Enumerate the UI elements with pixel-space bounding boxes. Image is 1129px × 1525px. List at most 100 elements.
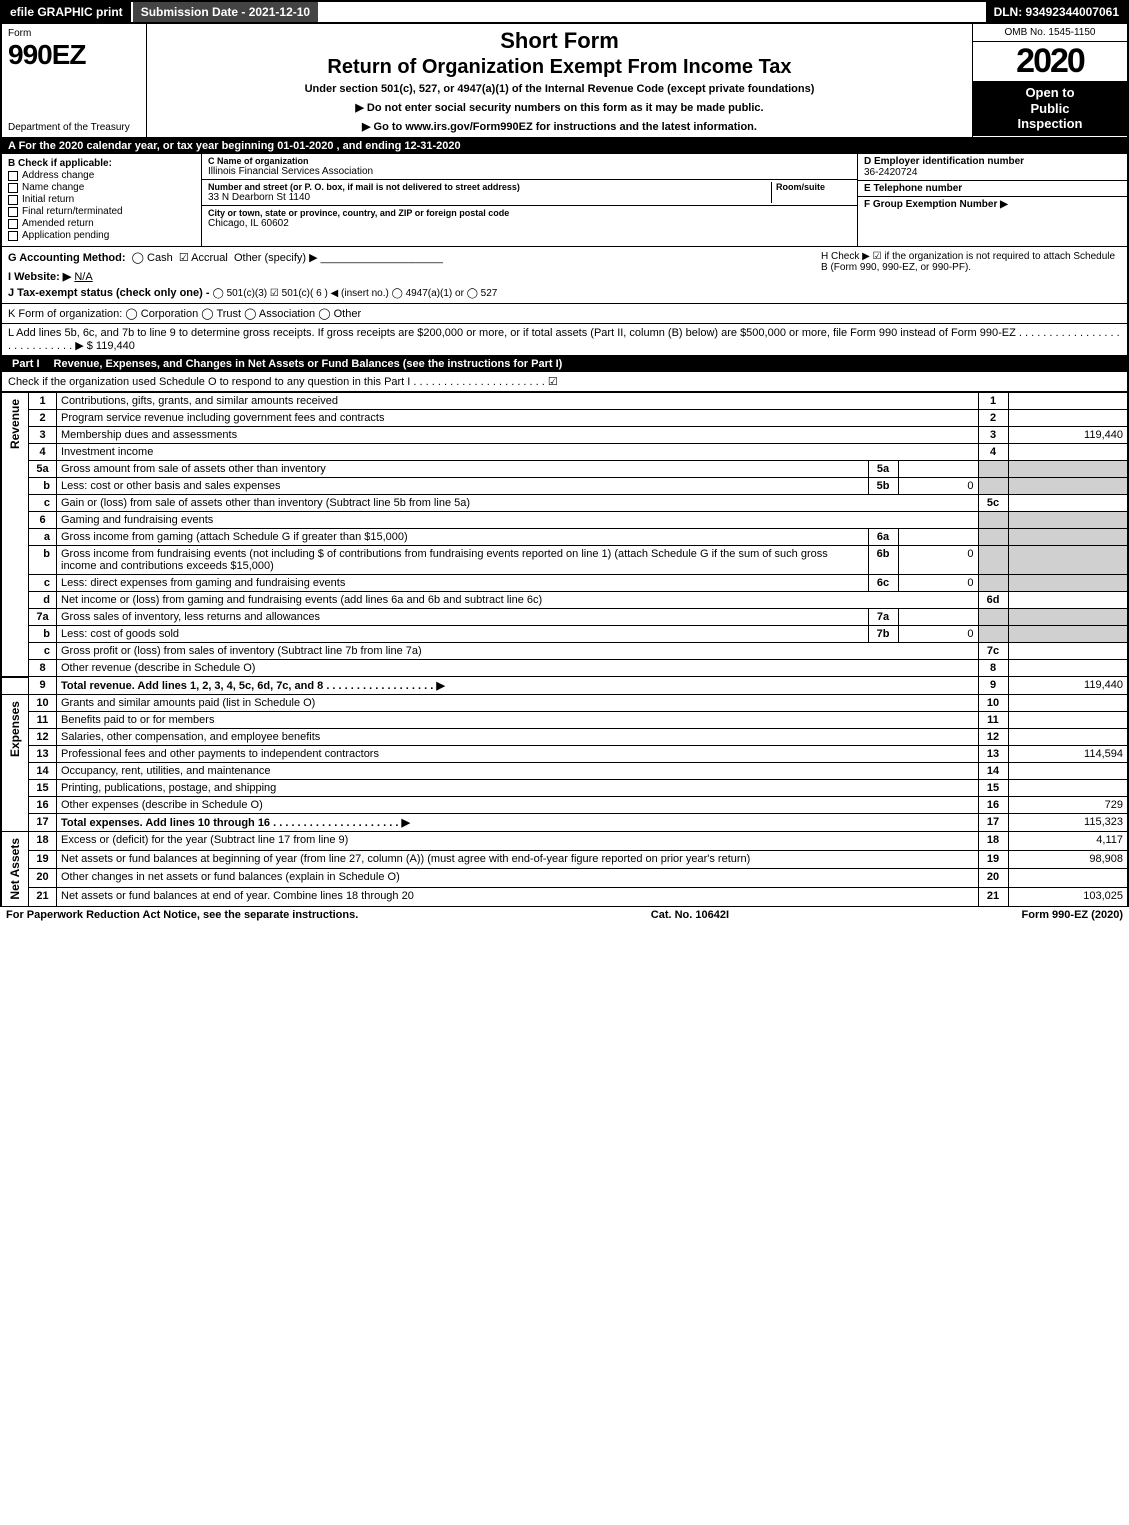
header-left: Form 990EZ Department of the Treasury: [2, 24, 147, 137]
line-num: c: [29, 643, 57, 660]
checkbox-icon: [8, 171, 18, 181]
line-rnum: 14: [978, 763, 1008, 780]
subtitle: Under section 501(c), 527, or 4947(a)(1)…: [155, 83, 964, 95]
line-desc: Gain or (loss) from sale of assets other…: [57, 495, 979, 512]
omb-number: OMB No. 1545-1150: [973, 24, 1127, 42]
line-amt: [1008, 780, 1128, 797]
city-cell: City or town, state or province, country…: [202, 206, 857, 231]
line-amt: [1008, 444, 1128, 461]
shade-cell: [1008, 512, 1128, 529]
shade-cell: [978, 609, 1008, 626]
inner-val: 0: [898, 575, 978, 592]
chk-final[interactable]: Final return/terminated: [8, 206, 195, 217]
line-desc: Gross amount from sale of assets other t…: [57, 461, 869, 478]
part1-header: Part I Revenue, Expenses, and Changes in…: [0, 356, 1129, 372]
table-row: c Gross profit or (loss) from sales of i…: [1, 643, 1128, 660]
line-desc: Other changes in net assets or fund bala…: [57, 869, 979, 888]
table-row: 15 Printing, publications, postage, and …: [1, 780, 1128, 797]
j-options[interactable]: ◯ 501(c)(3) ☑ 501(c)( 6 ) ◀ (insert no.)…: [213, 288, 498, 299]
chk-name[interactable]: Name change: [8, 182, 195, 193]
g-label: G Accounting Method:: [8, 252, 126, 264]
line-rnum: 19: [978, 850, 1008, 869]
shade-cell: [1008, 609, 1128, 626]
line-desc: Grants and similar amounts paid (list in…: [57, 695, 979, 712]
line-desc: Net assets or fund balances at beginning…: [57, 850, 979, 869]
ein-cell: D Employer identification number 36-2420…: [858, 154, 1127, 181]
line-rnum: 11: [978, 712, 1008, 729]
chk-label: Final return/terminated: [22, 206, 123, 217]
table-row: 6 Gaming and fundraising events: [1, 512, 1128, 529]
c-label: C Name of organization: [208, 156, 851, 166]
g-accrual[interactable]: Accrual: [191, 252, 228, 264]
table-row: 21 Net assets or fund balances at end of…: [1, 887, 1128, 906]
j-label: J Tax-exempt status (check only one) -: [8, 287, 210, 299]
shade-cell: [978, 546, 1008, 575]
inner-label: 6a: [868, 529, 898, 546]
table-row: 19 Net assets or fund balances at beginn…: [1, 850, 1128, 869]
dln-label: DLN: 93492344007061: [986, 2, 1127, 22]
line-num: 14: [29, 763, 57, 780]
efile-label[interactable]: efile GRAPHIC print: [2, 2, 131, 22]
submission-date: Submission Date - 2021-12-10: [131, 2, 318, 22]
chk-label: Name change: [22, 182, 84, 193]
line-num: 17: [29, 814, 57, 832]
shade-cell: [978, 461, 1008, 478]
line-rnum: 12: [978, 729, 1008, 746]
k-line: K Form of organization: ◯ Corporation ◯ …: [0, 304, 1129, 324]
form-number: 990EZ: [8, 39, 140, 71]
chk-label: Amended return: [22, 218, 94, 229]
phone-cell: E Telephone number: [858, 181, 1127, 197]
checkbox-icon: [8, 231, 18, 241]
line-desc: Less: cost or other basis and sales expe…: [57, 478, 869, 495]
addr-val: 33 N Dearborn St 1140: [208, 192, 771, 203]
line-amt: 119,440: [1008, 427, 1128, 444]
table-row: 7a Gross sales of inventory, less return…: [1, 609, 1128, 626]
table-row: 8 Other revenue (describe in Schedule O)…: [1, 660, 1128, 677]
shade-cell: [978, 626, 1008, 643]
city-label: City or town, state or province, country…: [208, 208, 851, 218]
goto-link[interactable]: ▶ Go to www.irs.gov/Form990EZ for instru…: [155, 120, 964, 133]
line-num: 7a: [29, 609, 57, 626]
shade-cell: [978, 575, 1008, 592]
line-num: 5a: [29, 461, 57, 478]
chk-pending[interactable]: Application pending: [8, 230, 195, 241]
line-desc: Total revenue. Add lines 1, 2, 3, 4, 5c,…: [57, 677, 979, 695]
shade-cell: [1008, 529, 1128, 546]
line-desc: Professional fees and other payments to …: [57, 746, 979, 763]
footer-mid: Cat. No. 10642I: [651, 909, 729, 921]
f-label: F Group Exemption Number ▶: [864, 199, 1121, 210]
chk-address[interactable]: Address change: [8, 170, 195, 181]
e-label: E Telephone number: [864, 183, 1121, 194]
org-name-cell: C Name of organization Illinois Financia…: [202, 154, 857, 180]
line-rnum: 17: [978, 814, 1008, 832]
entity-mid: C Name of organization Illinois Financia…: [202, 154, 857, 246]
line-amt: 114,594: [1008, 746, 1128, 763]
line-desc: Occupancy, rent, utilities, and maintena…: [57, 763, 979, 780]
line-num: 16: [29, 797, 57, 814]
chk-amended[interactable]: Amended return: [8, 218, 195, 229]
inner-label: 5b: [868, 478, 898, 495]
inspection-l3: Inspection: [977, 116, 1123, 132]
table-row: Expenses 10 Grants and similar amounts p…: [1, 695, 1128, 712]
line-amt: 115,323: [1008, 814, 1128, 832]
shade-cell: [1008, 575, 1128, 592]
g-other[interactable]: Other (specify) ▶: [234, 252, 318, 264]
h-text: H Check ▶ ☑ if the organization is not r…: [821, 251, 1121, 273]
line-rnum: 10: [978, 695, 1008, 712]
line-rnum: 1: [978, 393, 1008, 410]
line-num: 10: [29, 695, 57, 712]
line-rnum: 5c: [978, 495, 1008, 512]
line-rnum: 16: [978, 797, 1008, 814]
line-rnum: 13: [978, 746, 1008, 763]
line-rnum: 2: [978, 410, 1008, 427]
g-cash[interactable]: Cash: [147, 252, 173, 264]
table-row: 11 Benefits paid to or for members 11: [1, 712, 1128, 729]
check-header: B Check if applicable:: [8, 158, 195, 169]
inner-label: 7b: [868, 626, 898, 643]
chk-initial[interactable]: Initial return: [8, 194, 195, 205]
checkbox-icon: [8, 195, 18, 205]
table-row: a Gross income from gaming (attach Sched…: [1, 529, 1128, 546]
side-expenses: Expenses: [1, 695, 29, 832]
line-amt: [1008, 729, 1128, 746]
line-num: 1: [29, 393, 57, 410]
